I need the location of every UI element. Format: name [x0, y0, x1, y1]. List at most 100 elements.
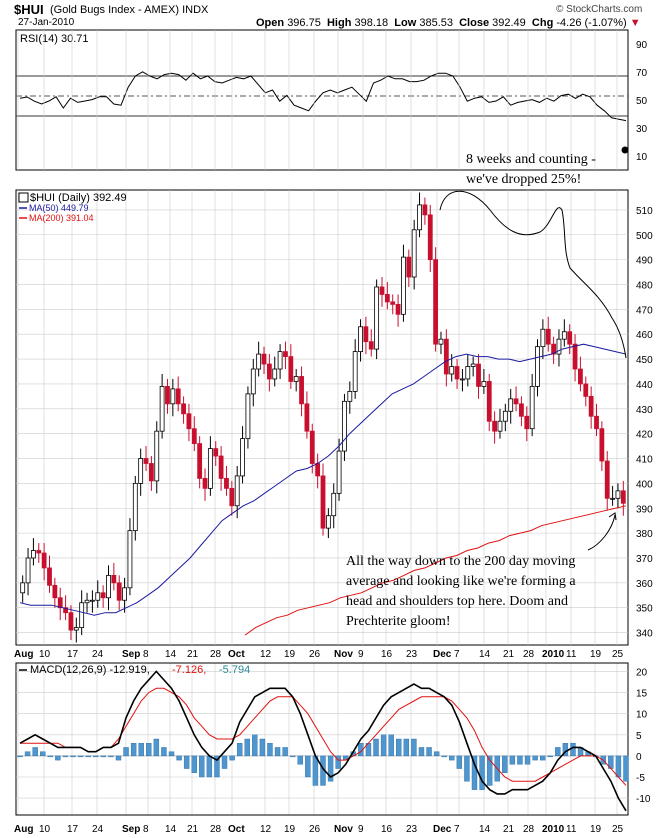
price-candle-body: [116, 582, 122, 601]
macd-histogram-bar: [130, 743, 137, 757]
x-tick-label-bottom: 8: [143, 824, 149, 835]
price-candle-body: [106, 574, 111, 599]
price-candle-body: [73, 627, 79, 631]
x-tick-label-top: 12: [260, 649, 272, 660]
index-name: (Gold Bugs Index - AMEX) INDX: [50, 4, 209, 16]
macd-histogram-bar: [100, 755, 107, 758]
macd-histogram-bar: [221, 755, 228, 769]
chart-date: 27-Jan-2010: [18, 17, 75, 28]
price-candle-body: [309, 430, 315, 464]
macd-histogram-bar: [168, 751, 175, 757]
macd-histogram-bar: [274, 747, 281, 757]
price-candle-body: [315, 463, 321, 477]
macd-histogram-bar: [138, 743, 144, 757]
price-candle-body: [556, 338, 562, 355]
price-candle-body: [20, 582, 26, 594]
rsi-tick-label: 10: [636, 152, 648, 163]
macd-hist-legend: -5.794: [219, 664, 250, 676]
price-candle-body: [390, 301, 396, 305]
price-candle-body: [256, 353, 262, 370]
rsi-panel-frame: [15, 29, 629, 171]
macd-histogram-bar: [244, 738, 250, 757]
price-tick-label: 360: [636, 579, 653, 590]
rsi-marker-dot: [621, 146, 629, 154]
rsi-tick-label: 30: [636, 124, 648, 135]
price-candle-body: [411, 229, 417, 278]
price-candle-body: [122, 587, 127, 601]
x-tick-label-top: 11: [566, 649, 577, 660]
price-candle-body: [288, 356, 294, 382]
price-candle-body: [154, 430, 160, 482]
price-candle-body: [492, 420, 498, 432]
x-tick-label-top: 14: [165, 649, 177, 660]
x-tick-label-top: Oct: [228, 649, 245, 660]
macd-histogram-bar: [373, 738, 379, 757]
price-candle-body: [283, 351, 288, 357]
price-tick-label: 470: [636, 305, 653, 316]
macd-histogram-bar: [380, 734, 387, 757]
price-candle-body: [175, 388, 181, 405]
macd-histogram-bar: [70, 755, 76, 758]
macd-histogram-bar: [93, 755, 99, 758]
price-candle-body: [36, 550, 42, 554]
price-candle-body: [433, 259, 439, 345]
price-candle-body: [170, 388, 176, 405]
price-candle-body: [240, 438, 245, 477]
price-candle-body: [508, 398, 514, 412]
macd-histogram-bar: [509, 755, 516, 765]
price-candle-body: [454, 366, 460, 380]
macd-histogram-bar: [47, 755, 53, 758]
price-candle-body: [127, 530, 133, 589]
macd-histogram-bar: [214, 755, 220, 778]
price-candle-body: [138, 458, 144, 484]
price-candle-body: [25, 557, 31, 584]
price-candle-body: [578, 368, 583, 385]
price-candle-body: [417, 204, 422, 231]
price-candle-body: [304, 403, 310, 432]
macd-line: [19, 670, 627, 812]
macd-histogram-bar: [40, 751, 46, 757]
price-candle-body: [100, 592, 106, 599]
price-candle-body: [438, 338, 444, 345]
price-candle-body: [191, 428, 197, 445]
price-candle-body: [604, 460, 610, 499]
macd-histogram-bar: [191, 755, 197, 773]
macd-histogram-bar: [206, 755, 213, 778]
macd-tick-label: 10: [636, 710, 648, 721]
price-candle-body: [207, 448, 213, 489]
price-candle-body: [460, 378, 465, 381]
price-candle-body: [610, 497, 615, 500]
price-tick-label: 350: [636, 604, 653, 615]
price-candle-body: [572, 343, 578, 370]
price-candle-body: [567, 331, 573, 345]
price-candle-body: [529, 386, 535, 430]
x-tick-label-bottom: 2010: [542, 824, 565, 835]
price-candle-body: [159, 386, 165, 432]
price-candle-body: [368, 341, 374, 350]
price-candle-body: [299, 376, 304, 405]
ma50-line: [19, 343, 627, 616]
price-tick-label: 390: [636, 504, 653, 515]
price-candle-body: [31, 550, 36, 559]
x-tick-label-bottom: 28: [523, 824, 535, 835]
x-tick-label-bottom: 19: [590, 824, 602, 835]
price-candle-body: [325, 515, 331, 529]
price-candle-body: [561, 331, 567, 340]
price-candle-body: [52, 584, 58, 599]
macd-tick-label: -10: [636, 794, 651, 805]
macd-histogram-bar: [433, 751, 440, 757]
macd-histogram-bar: [153, 738, 160, 757]
x-tick-label-top: 9: [358, 649, 364, 660]
macd-histogram-bar: [183, 755, 190, 769]
price-candle-body: [320, 475, 326, 529]
price-candle-body: [336, 450, 342, 494]
macd-histogram-bar: [297, 755, 303, 765]
x-tick-label-top: 28: [523, 649, 535, 660]
x-tick-label-top: 2010: [542, 649, 565, 660]
price-candle-body: [250, 368, 256, 395]
price-tick-label: 450: [636, 355, 653, 366]
x-tick-label-top: 19: [284, 649, 296, 660]
annotation-middle: All the way down to the 200 day moving a…: [346, 554, 576, 629]
price-legend-swatch: [18, 192, 29, 203]
x-tick-label-top: 26: [309, 649, 321, 660]
